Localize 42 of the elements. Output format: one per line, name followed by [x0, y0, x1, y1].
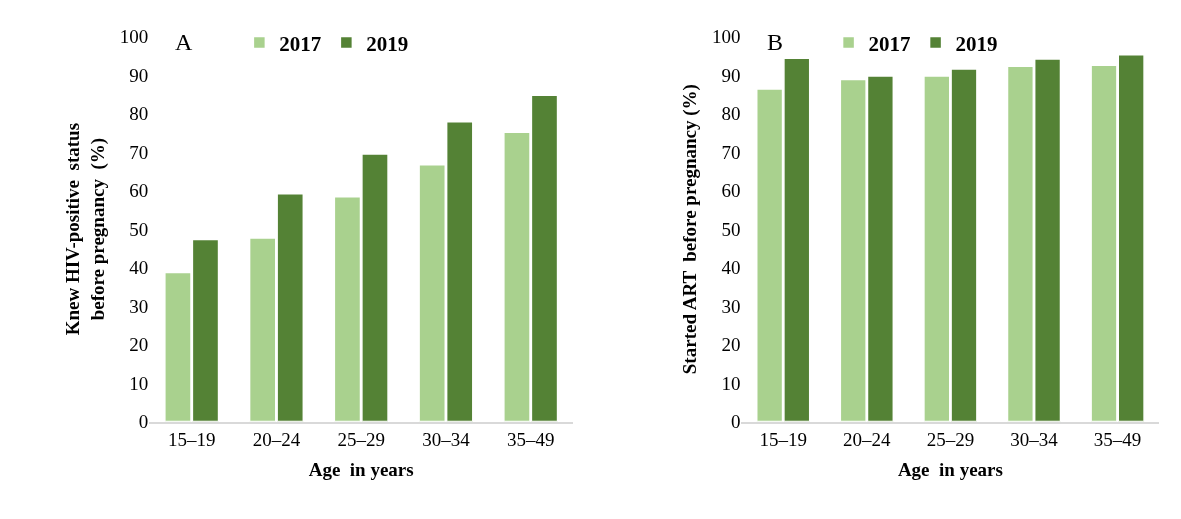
- y-tick-label: 10: [721, 372, 741, 394]
- x-axis-title: Age in years: [308, 459, 414, 481]
- x-tick-label: 30–34: [422, 429, 471, 451]
- y-tick-label: 90: [129, 64, 149, 86]
- y-axis-title: Started ART before pregnancy (%): [678, 84, 701, 375]
- x-tick-label: 35–49: [1093, 429, 1142, 451]
- x-tick-label: 25–29: [337, 429, 385, 451]
- x-tick-label: 35–49: [506, 429, 555, 451]
- y-tick-label: 40: [721, 257, 741, 279]
- chart-title: B: [767, 29, 784, 55]
- y-tick-label: 90: [721, 64, 741, 86]
- y-tick-label: 40: [129, 257, 149, 279]
- y-tick-label: 50: [721, 218, 741, 240]
- x-tick-label: 15–19: [167, 429, 216, 451]
- y-tick-label: 60: [721, 180, 741, 202]
- y-tick-label: 80: [129, 103, 149, 125]
- chart-title: A: [175, 29, 193, 55]
- x-tick-label: 30–34: [1010, 429, 1059, 451]
- legend-label: 2017: [868, 31, 911, 56]
- y-tick-label: 70: [721, 141, 741, 163]
- legend-label: 2019: [366, 31, 409, 56]
- y-tick-label: 100: [711, 26, 741, 48]
- y-tick-label: 60: [129, 180, 149, 202]
- legend-label: 2017: [279, 31, 322, 56]
- y-tick-label: 30: [721, 295, 741, 317]
- y-tick-label: 0: [138, 411, 149, 433]
- y-tick-label: 50: [129, 218, 149, 240]
- y-tick-label: 10: [129, 372, 149, 394]
- y-tick-label: 20: [129, 334, 149, 356]
- y-tick-label: 100: [119, 26, 149, 48]
- y-tick-label: 80: [721, 103, 741, 125]
- y-tick-label: 20: [721, 334, 741, 356]
- y-axis-title: Knew HIV-positive status before pregnancy (%): [61, 122, 109, 336]
- y-tick-label: 30: [129, 295, 149, 317]
- legend-label: 2019: [955, 31, 998, 56]
- y-tick-label: 0: [730, 411, 741, 433]
- x-tick-label: 25–29: [926, 429, 975, 451]
- x-axis-title: Age in years: [897, 459, 1003, 481]
- x-tick-label: 20–24: [252, 429, 301, 451]
- y-tick-label: 70: [129, 141, 149, 163]
- x-tick-label: 20–24: [843, 429, 892, 451]
- x-tick-label: 15–19: [759, 429, 807, 451]
